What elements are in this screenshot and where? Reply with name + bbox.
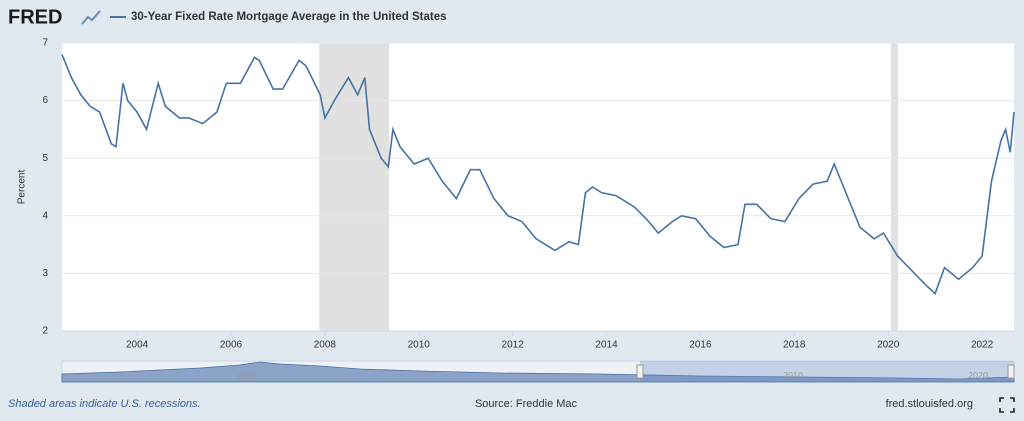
navigator-label: 2010	[783, 370, 803, 380]
plot: 2 3 4 5 6 7 2004 2006 2008 2010 2012 2014 2016 2018 20…	[42, 38, 1015, 351]
site: fred.stlouisfed.org	[886, 398, 973, 410]
x-tick-label: 2006	[220, 340, 243, 351]
recession-band	[891, 43, 899, 331]
x-tick-label: 2008	[314, 340, 337, 351]
y-tick-label: 5	[42, 153, 48, 164]
x-tick-label: 2010	[408, 340, 431, 351]
x-tick-label: 2014	[595, 340, 618, 351]
navigator-handle[interactable]	[1007, 364, 1015, 379]
x-tick-label: 2018	[783, 340, 806, 351]
navigator-label: 2000	[236, 371, 256, 381]
y-tick-label: 7	[42, 38, 48, 49]
navigator-label: 2020	[968, 370, 988, 380]
logo: FRED	[8, 6, 62, 28]
y-tick-label: 2	[42, 326, 48, 337]
x-tick-label: 2020	[877, 340, 900, 351]
legend-title: 30-Year Fixed Rate Mortgage Average in t…	[131, 11, 447, 23]
y-tick-label: 3	[42, 268, 48, 279]
recession-note: Shaded areas indicate U.S. recessions.	[8, 398, 201, 410]
navigator-handle[interactable]	[636, 364, 644, 379]
fullscreen-icon[interactable]	[999, 397, 1015, 413]
y-axis-label: Percent	[17, 170, 28, 205]
y-tick-label: 4	[42, 210, 48, 221]
x-tick-label: 2004	[126, 340, 149, 351]
x-tick-label: 2012	[502, 340, 525, 351]
navigator-selection[interactable]	[640, 361, 1014, 382]
series-line	[61, 54, 1015, 296]
recession-band	[319, 43, 390, 331]
source: Source: Freddie Mac	[475, 398, 578, 410]
x-tick-label: 2022	[971, 340, 994, 351]
y-tick-label: 6	[42, 95, 48, 106]
plot-area	[62, 43, 1014, 331]
x-tick-label: 2016	[689, 340, 712, 351]
logo-icon	[81, 10, 101, 25]
